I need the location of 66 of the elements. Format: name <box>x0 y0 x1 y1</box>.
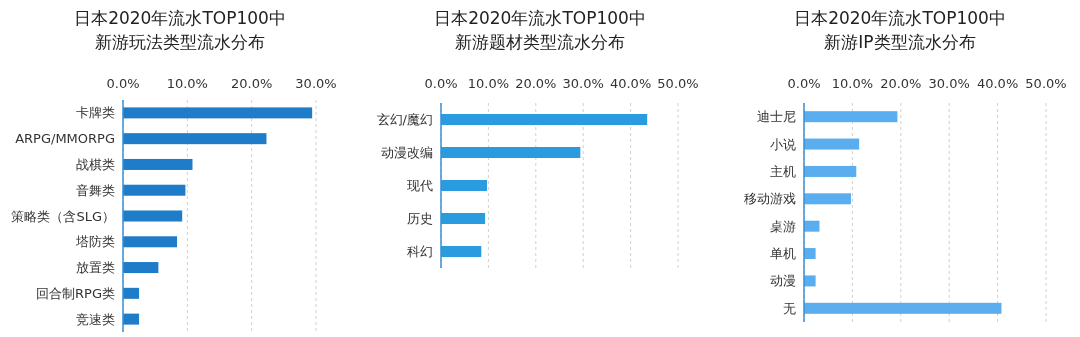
y-tick-label: 迪士尼 <box>757 109 796 125</box>
y-tick-label: 玄幻/魔幻 <box>376 112 433 127</box>
x-tick-label: 30.0% <box>928 76 970 91</box>
y-tick-label: ARPG/MMORPG <box>15 131 115 147</box>
bar <box>804 220 820 232</box>
chart-subtitle: 新游玩法类型流水分布 <box>95 32 265 52</box>
bar <box>441 114 648 125</box>
y-tick-label: 无 <box>783 300 796 316</box>
x-tick-label: 0.0% <box>106 76 140 91</box>
bar <box>804 302 1002 314</box>
y-tick-label: 回合制RPG类 <box>36 285 115 301</box>
y-tick-label: 小说 <box>770 136 796 152</box>
y-tick-label: 现代 <box>407 178 433 193</box>
bar <box>123 262 159 274</box>
bar <box>123 313 140 325</box>
y-tick-label: 战棋类 <box>76 156 115 172</box>
y-tick-label: 音舞类 <box>76 182 115 198</box>
x-tick-label: 10.0% <box>831 76 874 91</box>
chart-subtitle: 新游IP类型流水分布 <box>824 32 976 52</box>
y-tick-label: 桌游 <box>770 218 796 234</box>
y-tick-label: 动漫 <box>770 273 796 289</box>
y-tick-label: 主机 <box>770 163 796 179</box>
x-tick-label: 0.0% <box>787 76 821 91</box>
bar <box>123 287 140 299</box>
x-tick-label: 30.0% <box>295 76 337 91</box>
chart-subtitle: 新游题材类型流水分布 <box>455 32 625 52</box>
bar <box>441 246 482 257</box>
x-tick-label: 40.0% <box>609 76 652 91</box>
x-tick-label: 10.0% <box>166 76 208 91</box>
y-tick-label: 策略类（含SLG） <box>11 208 115 224</box>
bar <box>123 158 193 170</box>
x-tick-label: 20.0% <box>231 76 273 91</box>
x-tick-label: 50.0% <box>1025 76 1067 91</box>
bar <box>441 147 581 158</box>
bar <box>804 165 857 177</box>
y-tick-label: 科幻 <box>407 244 433 259</box>
chart-title: 日本2020年流水TOP100中 <box>74 8 286 28</box>
y-tick-label: 动漫改编 <box>381 145 433 160</box>
chart-title: 日本2020年流水TOP100中 <box>794 8 1006 28</box>
y-tick-label: 塔防类 <box>75 234 115 250</box>
y-tick-label: 移动游戏 <box>744 191 796 207</box>
y-tick-label: 历史 <box>407 211 433 226</box>
bar <box>804 138 860 150</box>
bar <box>804 193 851 205</box>
bar <box>123 107 313 119</box>
bar <box>804 248 816 260</box>
bar <box>441 213 486 224</box>
y-tick-label: 放置类 <box>76 260 115 276</box>
y-tick-label: 卡牌类 <box>76 105 115 121</box>
bar <box>123 210 183 222</box>
x-tick-label: 30.0% <box>562 76 604 91</box>
bar <box>123 133 267 145</box>
y-tick-label: 单机 <box>770 246 796 262</box>
x-tick-label: 20.0% <box>515 76 557 91</box>
chart-title: 日本2020年流水TOP100中 <box>434 8 646 28</box>
x-tick-label: 20.0% <box>880 76 922 91</box>
bar <box>123 236 178 248</box>
x-tick-label: 10.0% <box>467 76 510 91</box>
x-tick-label: 40.0% <box>976 76 1019 91</box>
y-tick-label: 竞速类 <box>76 311 115 327</box>
x-tick-label: 0.0% <box>424 76 458 91</box>
bar <box>804 111 898 123</box>
bar <box>441 180 487 191</box>
x-tick-label: 50.0% <box>657 76 699 91</box>
bar <box>804 275 816 287</box>
bar <box>123 184 186 196</box>
